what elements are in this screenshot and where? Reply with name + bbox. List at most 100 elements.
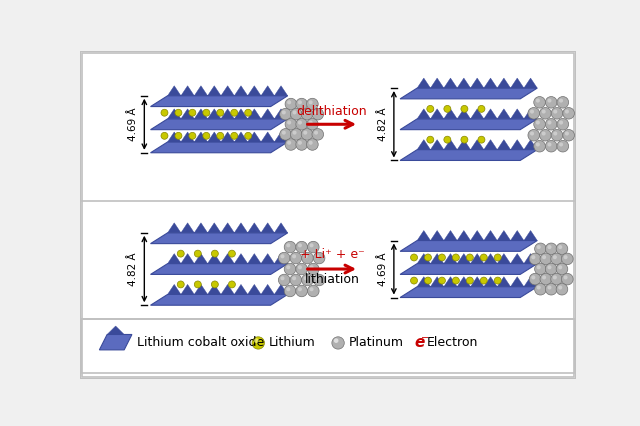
Circle shape xyxy=(203,132,210,139)
Polygon shape xyxy=(484,78,497,88)
Polygon shape xyxy=(234,253,248,264)
Polygon shape xyxy=(457,78,470,88)
Text: delithiation: delithiation xyxy=(296,105,367,118)
Polygon shape xyxy=(484,109,497,119)
Polygon shape xyxy=(207,86,221,96)
Circle shape xyxy=(547,121,552,124)
Circle shape xyxy=(551,130,563,141)
Circle shape xyxy=(528,130,540,141)
Polygon shape xyxy=(248,86,261,96)
Circle shape xyxy=(551,253,563,265)
Polygon shape xyxy=(181,285,195,294)
Circle shape xyxy=(310,287,314,291)
Circle shape xyxy=(467,277,474,284)
Circle shape xyxy=(278,274,290,286)
Polygon shape xyxy=(431,253,444,264)
Circle shape xyxy=(478,105,485,112)
Circle shape xyxy=(561,273,573,285)
Polygon shape xyxy=(457,140,470,150)
Polygon shape xyxy=(511,78,524,88)
Polygon shape xyxy=(400,241,537,251)
Circle shape xyxy=(189,109,196,116)
Circle shape xyxy=(304,276,308,280)
Circle shape xyxy=(528,107,540,119)
Circle shape xyxy=(313,252,325,264)
Circle shape xyxy=(551,107,563,119)
Circle shape xyxy=(286,287,291,291)
Circle shape xyxy=(540,130,551,141)
Circle shape xyxy=(545,243,557,255)
Polygon shape xyxy=(417,78,431,88)
Polygon shape xyxy=(221,132,234,142)
Polygon shape xyxy=(400,150,537,161)
Polygon shape xyxy=(181,109,195,119)
Circle shape xyxy=(534,263,547,275)
Circle shape xyxy=(494,254,501,261)
Polygon shape xyxy=(195,253,207,264)
Circle shape xyxy=(301,129,313,140)
Circle shape xyxy=(334,338,339,343)
Circle shape xyxy=(542,275,546,279)
Polygon shape xyxy=(484,277,497,287)
Circle shape xyxy=(296,241,307,253)
Circle shape xyxy=(284,285,296,297)
Circle shape xyxy=(298,100,302,104)
Circle shape xyxy=(547,98,552,103)
Polygon shape xyxy=(417,253,431,264)
Polygon shape xyxy=(261,285,275,294)
Circle shape xyxy=(231,132,237,139)
Circle shape xyxy=(545,263,557,275)
Polygon shape xyxy=(168,253,181,264)
Circle shape xyxy=(312,129,324,140)
Circle shape xyxy=(540,273,552,285)
Circle shape xyxy=(292,254,296,258)
Circle shape xyxy=(291,129,302,140)
Circle shape xyxy=(217,132,224,139)
Circle shape xyxy=(529,253,541,265)
Circle shape xyxy=(424,277,431,284)
Polygon shape xyxy=(150,264,288,274)
Circle shape xyxy=(494,277,501,284)
Polygon shape xyxy=(234,109,248,119)
Polygon shape xyxy=(195,285,207,294)
Polygon shape xyxy=(524,109,537,119)
Polygon shape xyxy=(150,294,288,305)
Polygon shape xyxy=(511,140,524,150)
Polygon shape xyxy=(524,78,537,88)
Polygon shape xyxy=(470,140,484,150)
Circle shape xyxy=(559,121,563,124)
Circle shape xyxy=(290,252,301,264)
Circle shape xyxy=(284,241,296,253)
Circle shape xyxy=(211,250,218,257)
Circle shape xyxy=(298,243,302,248)
Circle shape xyxy=(285,139,297,150)
Circle shape xyxy=(228,281,236,288)
Circle shape xyxy=(536,142,540,147)
Circle shape xyxy=(175,109,182,116)
Text: lithiation: lithiation xyxy=(305,273,359,286)
Circle shape xyxy=(308,121,313,124)
Polygon shape xyxy=(275,132,288,142)
Polygon shape xyxy=(497,78,511,88)
Circle shape xyxy=(203,109,210,116)
Circle shape xyxy=(559,142,563,147)
Circle shape xyxy=(547,245,552,249)
Polygon shape xyxy=(207,109,221,119)
Polygon shape xyxy=(207,285,221,294)
Circle shape xyxy=(553,255,557,259)
Circle shape xyxy=(296,263,307,275)
Polygon shape xyxy=(431,277,444,287)
Polygon shape xyxy=(234,285,248,294)
Circle shape xyxy=(287,121,291,124)
Circle shape xyxy=(467,254,474,261)
Polygon shape xyxy=(497,253,511,264)
Polygon shape xyxy=(234,86,248,96)
Polygon shape xyxy=(417,277,431,287)
Circle shape xyxy=(314,110,318,115)
Polygon shape xyxy=(234,223,248,233)
Circle shape xyxy=(282,131,286,135)
Circle shape xyxy=(540,253,552,265)
Polygon shape xyxy=(400,287,537,297)
Polygon shape xyxy=(524,253,537,264)
Polygon shape xyxy=(221,285,234,294)
